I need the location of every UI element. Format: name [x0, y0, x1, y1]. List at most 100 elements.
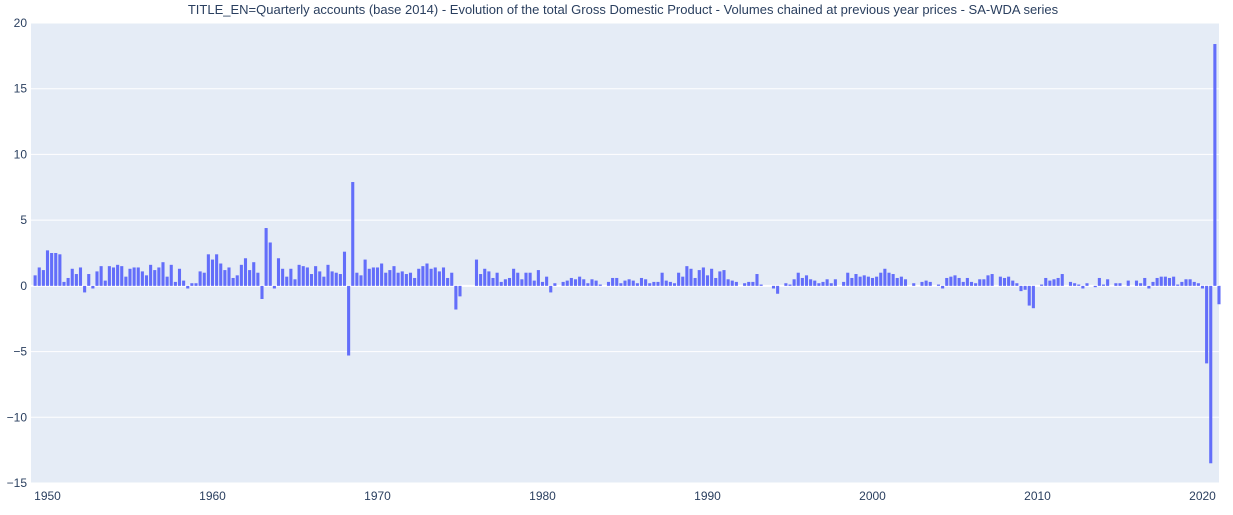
bar[interactable] — [1188, 279, 1192, 286]
bar[interactable] — [1200, 285, 1205, 289]
bar[interactable] — [367, 268, 371, 286]
bar[interactable] — [318, 271, 322, 286]
bar[interactable] — [388, 270, 392, 286]
bar[interactable] — [41, 270, 45, 286]
bar[interactable] — [45, 250, 50, 286]
bar[interactable] — [1213, 44, 1217, 286]
bar[interactable] — [1002, 277, 1007, 286]
bar[interactable] — [730, 280, 734, 286]
bar[interactable] — [891, 274, 895, 286]
bar[interactable] — [293, 279, 297, 286]
bar[interactable] — [227, 267, 231, 286]
bar[interactable] — [99, 266, 103, 286]
bar[interactable] — [1155, 277, 1159, 286]
bar[interactable] — [173, 281, 177, 286]
bar[interactable] — [941, 285, 945, 289]
bar[interactable] — [491, 277, 495, 286]
bar[interactable] — [1044, 277, 1048, 286]
bar[interactable] — [50, 253, 54, 286]
bar[interactable] — [804, 275, 809, 286]
bar[interactable] — [132, 267, 136, 286]
bar[interactable] — [578, 276, 582, 286]
bar[interactable] — [714, 277, 718, 286]
bar[interactable] — [858, 276, 862, 286]
bar[interactable] — [771, 285, 776, 289]
bar[interactable] — [573, 279, 578, 286]
bar[interactable] — [875, 276, 879, 286]
bar[interactable] — [693, 277, 697, 286]
bar[interactable] — [450, 272, 454, 286]
bar[interactable] — [1176, 284, 1180, 286]
bar[interactable] — [846, 272, 850, 286]
bar[interactable] — [371, 267, 375, 286]
bar[interactable] — [95, 271, 99, 286]
bar[interactable] — [285, 276, 289, 286]
bar[interactable] — [656, 281, 660, 286]
bar[interactable] — [1143, 277, 1147, 286]
bar[interactable] — [734, 281, 738, 286]
bar[interactable] — [1040, 284, 1044, 286]
bar[interactable] — [223, 270, 227, 286]
bar[interactable] — [813, 280, 817, 286]
bar[interactable] — [190, 283, 194, 286]
bar[interactable] — [945, 277, 949, 286]
bar[interactable] — [342, 251, 347, 286]
bar[interactable] — [668, 281, 672, 286]
bar[interactable] — [231, 277, 235, 286]
bar[interactable] — [553, 283, 557, 286]
bar[interactable] — [928, 281, 932, 286]
bar[interactable] — [681, 276, 685, 286]
bar[interactable] — [1052, 279, 1056, 286]
bar[interactable] — [235, 275, 239, 286]
bar[interactable] — [718, 271, 722, 286]
bar[interactable] — [248, 270, 252, 286]
bar[interactable] — [479, 274, 483, 286]
bar[interactable] — [128, 268, 132, 286]
bar[interactable] — [243, 258, 248, 286]
bar[interactable] — [705, 275, 710, 286]
bar[interactable] — [677, 272, 681, 286]
bar[interactable] — [314, 266, 318, 286]
bar[interactable] — [590, 279, 594, 286]
bar[interactable] — [454, 285, 458, 310]
bar[interactable] — [615, 277, 619, 286]
bar[interactable] — [1147, 285, 1151, 289]
bar[interactable] — [726, 279, 730, 286]
bar[interactable] — [883, 268, 887, 286]
bar[interactable] — [870, 277, 875, 286]
bar[interactable] — [210, 259, 215, 286]
bar[interactable] — [66, 277, 70, 286]
bar[interactable] — [149, 264, 153, 286]
bar[interactable] — [1126, 280, 1130, 286]
bar[interactable] — [1068, 281, 1073, 286]
bar[interactable] — [549, 285, 553, 293]
bar[interactable] — [792, 279, 796, 286]
bar[interactable] — [1011, 280, 1015, 286]
bar[interactable] — [611, 277, 615, 286]
bar[interactable] — [635, 283, 639, 286]
bar[interactable] — [1101, 284, 1106, 286]
bar[interactable] — [623, 280, 627, 286]
bar[interactable] — [862, 275, 866, 286]
bar[interactable] — [111, 267, 116, 286]
bar[interactable] — [697, 270, 701, 286]
bar[interactable] — [982, 279, 986, 286]
bar[interactable] — [413, 277, 417, 286]
bar[interactable] — [1106, 279, 1110, 286]
bar[interactable] — [153, 270, 157, 286]
bar[interactable] — [252, 262, 256, 286]
bar[interactable] — [565, 280, 569, 286]
bar[interactable] — [652, 281, 656, 286]
bar[interactable] — [107, 266, 111, 286]
bar[interactable] — [421, 266, 425, 286]
bar[interactable] — [986, 275, 990, 286]
bar[interactable] — [165, 276, 169, 286]
bar[interactable] — [1192, 281, 1196, 286]
bar[interactable] — [1167, 277, 1172, 286]
bar[interactable] — [776, 285, 780, 294]
bar[interactable] — [62, 281, 66, 286]
bar[interactable] — [202, 272, 206, 286]
bar[interactable] — [219, 263, 223, 286]
bar[interactable] — [829, 283, 833, 286]
bar[interactable] — [936, 284, 941, 286]
